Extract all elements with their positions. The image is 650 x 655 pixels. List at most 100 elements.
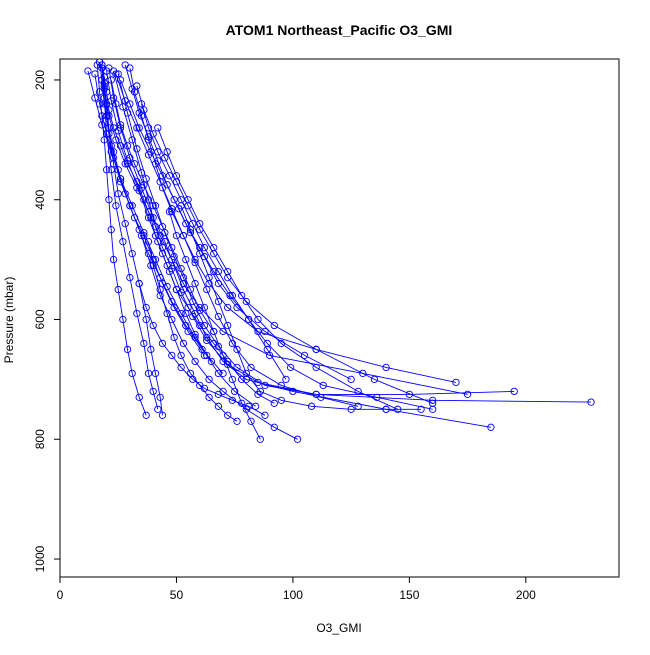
y-tick-label-0: 200	[33, 70, 47, 90]
data-point-5-9	[177, 264, 185, 273]
data-point-18-8	[163, 282, 171, 291]
plot-frame	[59, 58, 620, 578]
series-20	[154, 124, 402, 413]
data-point-20-6	[224, 267, 232, 276]
data-point-3-9	[189, 312, 197, 321]
data-point-8-14	[452, 378, 460, 387]
data-point-15-12	[277, 381, 285, 390]
data-point-21-2	[196, 249, 204, 258]
data-point-20-8	[254, 315, 262, 324]
data-point-16-11	[312, 345, 320, 354]
data-point-14-0	[116, 76, 125, 84]
data-point-11-10	[147, 345, 155, 354]
data-point-10-11	[203, 351, 211, 360]
y-tick-label-2: 600	[33, 309, 47, 329]
data-point-22-6	[219, 351, 227, 360]
series-21	[177, 202, 425, 413]
x-tick-label-0: 0	[57, 588, 64, 602]
data-point-12-10	[149, 387, 157, 396]
data-point-7-12	[191, 357, 199, 366]
series-13	[93, 61, 150, 419]
data-point-21-8	[256, 387, 264, 396]
data-point-10-1	[107, 97, 115, 105]
data-point-17-5	[126, 202, 134, 210]
series-line-22	[169, 211, 261, 440]
data-point-23-2	[156, 285, 164, 294]
data-point-13-10	[123, 345, 132, 354]
data-point-12-9	[144, 369, 153, 378]
y-axis: 200 400 600 800 1000	[33, 70, 60, 572]
data-point-20-10	[312, 363, 320, 372]
x-tick-label-3: 150	[399, 588, 419, 602]
data-point-24-10	[245, 402, 253, 410]
series-line-7	[101, 64, 298, 440]
data-point-4-14	[405, 390, 414, 399]
data-point-16-12	[370, 375, 379, 384]
data-point-14-9	[226, 291, 234, 300]
data-point-23-3	[163, 309, 171, 318]
data-point-20-7	[238, 291, 246, 300]
data-point-21-12	[382, 405, 390, 413]
data-point-3-2	[128, 136, 136, 144]
data-point-4-15	[510, 387, 518, 396]
data-point-22-8	[238, 399, 246, 407]
data-point-2-5	[149, 214, 157, 222]
series-16	[133, 82, 437, 407]
data-point-10-6	[154, 237, 162, 246]
data-point-23-8	[205, 393, 213, 401]
y-axis-label: Pressure (mbar)	[2, 277, 16, 364]
data-point-20-5	[210, 243, 218, 252]
series-24	[135, 279, 269, 419]
x-axis-label: O3_GMI	[316, 621, 361, 635]
data-point-12-5	[119, 237, 127, 246]
data-point-13-13	[142, 411, 150, 419]
data-point-24-1	[142, 303, 150, 312]
series-22	[165, 208, 264, 443]
data-point-2-13	[289, 387, 297, 396]
data-point-24-11	[261, 411, 269, 419]
data-point-13-5	[105, 196, 113, 204]
data-point-13-6	[107, 226, 115, 234]
data-point-21-10	[307, 402, 316, 410]
data-point-16-9	[242, 297, 250, 306]
data-point-22-10	[256, 435, 264, 443]
series-line-15	[115, 73, 359, 407]
data-point-13-12	[135, 393, 143, 401]
data-point-3-4	[144, 196, 153, 204]
series-3	[109, 67, 595, 406]
data-point-2-15	[487, 423, 495, 431]
data-point-19-1	[144, 124, 153, 132]
data-point-22-7	[228, 375, 237, 384]
data-point-23-0	[144, 237, 153, 246]
data-point-22-3	[191, 279, 199, 288]
data-point-19-0	[137, 100, 146, 108]
data-point-22-5	[210, 327, 218, 336]
data-point-15-0	[112, 70, 120, 78]
data-point-11-13	[158, 411, 167, 419]
data-point-12-7	[133, 309, 141, 318]
data-point-22-1	[172, 232, 181, 240]
data-point-16-0	[133, 82, 141, 90]
data-point-0-20	[270, 399, 278, 407]
data-point-12-3	[107, 166, 115, 174]
data-point-3-10	[203, 336, 211, 345]
series-17	[91, 70, 227, 378]
data-point-1-13	[359, 369, 367, 378]
data-point-3-12	[254, 378, 262, 387]
data-point-18-11	[207, 357, 216, 366]
data-point-13-0	[93, 61, 101, 69]
data-point-10-14	[251, 402, 260, 410]
data-point-19-9	[245, 315, 253, 324]
data-point-23-9	[214, 402, 223, 410]
data-point-15-8	[203, 285, 211, 294]
data-point-15-3	[144, 151, 153, 159]
data-point-23-10	[224, 411, 232, 419]
data-point-19-8	[228, 291, 237, 300]
data-point-22-4	[200, 303, 209, 312]
data-point-13-7	[109, 255, 118, 264]
data-point-4-11	[233, 363, 241, 372]
data-point-18-9	[177, 309, 185, 318]
data-point-1-3	[112, 136, 120, 144]
data-point-12-6	[126, 273, 134, 282]
